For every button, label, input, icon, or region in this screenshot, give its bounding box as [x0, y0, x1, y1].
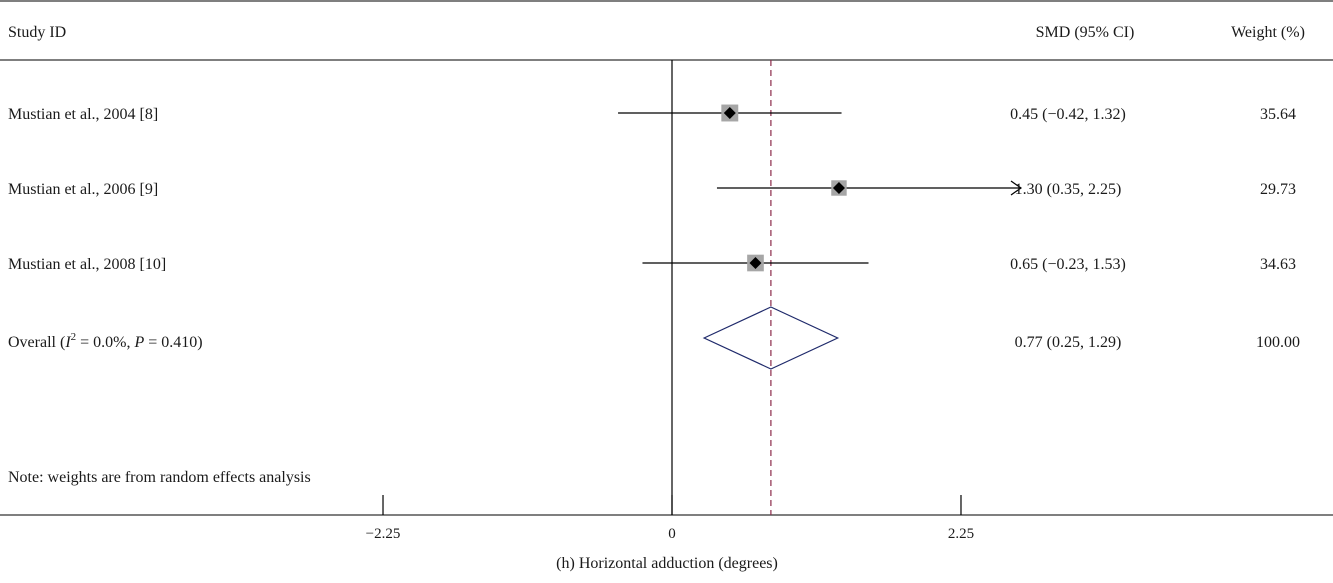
study-row: Mustian et al., 2006 [9] 1.30 (0.35, 2.25…: [8, 180, 1296, 198]
x-axis-label: (h) Horizontal adduction (degrees): [556, 555, 778, 572]
ci-text: 0.45 (−0.42, 1.32): [1010, 106, 1126, 123]
overall-weight-text: 100.00: [1256, 334, 1300, 351]
study-label: Mustian et al., 2006 [9]: [8, 181, 158, 198]
weights-note: Note: weights are from random effects an…: [8, 469, 311, 486]
study-rows: Mustian et al., 2004 [8] 0.45 (−0.42, 1.3…: [8, 104, 1296, 273]
header-study-id: Study ID: [8, 24, 66, 41]
point-estimate: [723, 107, 736, 119]
weight-text: 34.63: [1260, 256, 1296, 273]
weight-text: 35.64: [1260, 106, 1296, 123]
study-label: Mustian et al., 2008 [10]: [8, 256, 166, 273]
ci-text: 1.30 (0.35, 2.25): [1015, 181, 1122, 198]
header-weight: Weight (%): [1231, 24, 1305, 41]
overall-label: Overall (I2 = 0.0%, P = 0.410): [8, 331, 203, 351]
x-axis-ticks: −2.25 0 2.25: [366, 495, 974, 542]
study-label: Mustian et al., 2004 [8]: [8, 106, 158, 123]
x-tick-label: −2.25: [366, 526, 401, 542]
study-row: Mustian et al., 2008 [10] 0.65 (−0.23, 1.…: [8, 254, 1296, 273]
ci-arrow: [1010, 180, 1023, 196]
ci-text: 0.65 (−0.23, 1.53): [1010, 256, 1126, 273]
x-tick-label: 2.25: [948, 526, 974, 542]
weight-text: 29.73: [1260, 181, 1296, 198]
point-estimate: [832, 182, 845, 194]
point-estimate: [749, 257, 762, 269]
overall-ci-text: 0.77 (0.25, 1.29): [1015, 334, 1122, 351]
study-row: Mustian et al., 2004 [8] 0.45 (−0.42, 1.3…: [8, 104, 1296, 123]
x-tick-label: 0: [668, 526, 676, 542]
header-smd: SMD (95% CI): [1036, 24, 1135, 41]
overall-diamond: [702, 306, 840, 370]
